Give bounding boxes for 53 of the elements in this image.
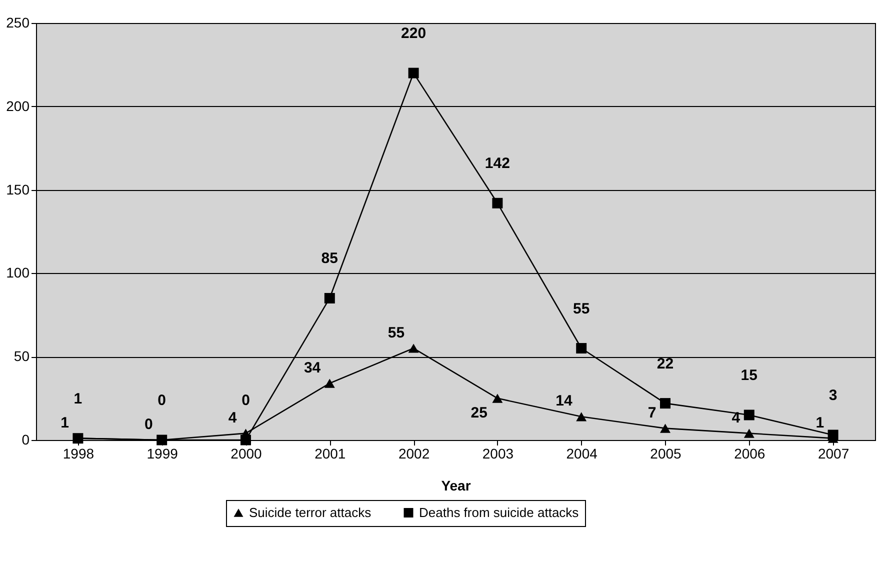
data-label: 0 [242, 392, 250, 409]
point [576, 343, 587, 354]
data-label: 0 [158, 392, 166, 409]
point [576, 412, 587, 422]
y-tick-label: 50 [14, 348, 30, 364]
data-label: 1 [60, 414, 69, 432]
data-label: 4 [228, 409, 238, 426]
x-tick-label: 2000 [230, 446, 262, 462]
x-tick-label: 1999 [146, 446, 178, 462]
data-label: 55 [388, 324, 405, 342]
data-label: 55 [573, 300, 590, 318]
data-label: 34 [304, 359, 322, 376]
data-label: 220 [401, 25, 426, 42]
x-tick-label: 1998 [62, 446, 94, 462]
x-tick-label: 2001 [314, 446, 346, 462]
data-label: 25 [470, 404, 488, 422]
point [408, 344, 419, 353]
point [492, 198, 503, 208]
data-label: 7 [648, 404, 656, 422]
legend-label: Deaths from suicide attacks [419, 504, 580, 520]
point [240, 434, 251, 446]
point [492, 394, 503, 403]
x-tick-label: 2006 [734, 446, 766, 462]
y-tick-label: 150 [6, 181, 30, 198]
data-label: 3 [828, 386, 838, 404]
data-label: 1 [816, 414, 824, 432]
x-tick-label: 2007 [818, 446, 850, 462]
data-label: 85 [321, 250, 338, 268]
y-tick-label: 0 [22, 432, 30, 448]
point [660, 398, 670, 409]
point [744, 410, 754, 420]
x-tick-label: 2002 [398, 446, 430, 462]
point [660, 424, 670, 433]
data-label: 22 [656, 355, 674, 372]
point [324, 292, 335, 304]
x-axis-title: Year [441, 478, 472, 494]
data-label: 1 [74, 390, 82, 408]
x-tick-label: 2004 [566, 446, 598, 462]
x-tick-label: 2003 [482, 446, 514, 462]
point [828, 430, 838, 440]
data-label: 142 [484, 155, 510, 172]
point [324, 378, 335, 388]
y-tick-label: 250 [6, 14, 30, 30]
y-tick-label: 100 [6, 264, 30, 281]
data-label: 0 [144, 416, 153, 433]
data-label: 14 [556, 392, 574, 410]
point [408, 68, 419, 78]
y-tick-label: 200 [6, 98, 30, 114]
data-label: 4 [732, 409, 741, 426]
x-tick-label: 2005 [650, 446, 682, 462]
data-label: 15 [740, 366, 758, 384]
legend-label: Suicide terror attacks [249, 504, 372, 520]
point [744, 428, 754, 438]
